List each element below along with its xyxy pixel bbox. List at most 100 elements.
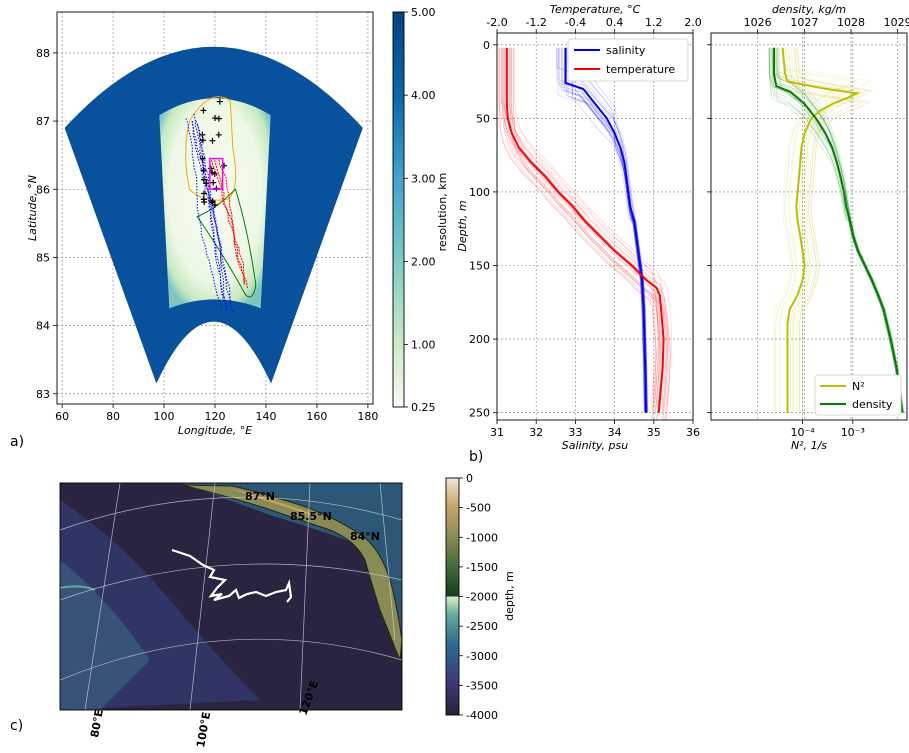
station-cross [209, 198, 216, 205]
n2-ensemble-line [796, 47, 872, 413]
orange-contour [185, 96, 237, 201]
temperature-ensemble-line [501, 47, 659, 410]
n2-ensemble-line [775, 47, 851, 413]
x-tick-label: 80 [106, 410, 120, 423]
panel-c-colorbar-label: depth, m [503, 571, 516, 621]
panel-a-colorbar [393, 12, 404, 407]
temperature-ensemble-line [509, 47, 667, 420]
x-tick-label: 100 [154, 410, 175, 423]
blue-track [195, 120, 234, 313]
panel-a-resolution-map: 60 80 100 120 140 160 180 83 84 85 86 87 88 Longitud… [10, 6, 449, 450]
station-cross [200, 167, 207, 174]
colorbar-tick-label: 2.00 [411, 255, 436, 268]
n2-ensemble-line [781, 47, 857, 413]
n2-ensemble-line [796, 47, 873, 413]
salinity-ensemble-line [557, 47, 645, 413]
depth-tick-label: 100 [469, 186, 490, 199]
y-tick-label: 88 [36, 47, 50, 60]
panel-c-bathymetry-map: 87°N 85.5°N 84°N 80°E 100°E 120°E 0-500-… [10, 472, 516, 749]
drift-trajectory [171, 548, 293, 603]
y-tick-label: 86 [36, 183, 50, 196]
density-ensemble-line [776, 47, 904, 413]
salinity-tick-label: 34 [608, 426, 622, 439]
temperature-ensemble-line [511, 47, 669, 420]
station-cross [216, 98, 223, 105]
temperature-line [505, 47, 665, 413]
panel-a-letter: a) [10, 434, 24, 450]
n2-ensemble-line [797, 47, 873, 413]
depth-tick-label: 0 [483, 39, 490, 52]
n2-axis-label: N², 1/s [791, 439, 827, 452]
density-ensemble-line [777, 47, 904, 413]
salinity-tick-label: 32 [529, 426, 543, 439]
salinity-tick-label: 35 [647, 426, 661, 439]
legend-n2: N² [852, 380, 865, 393]
density-line [773, 47, 904, 413]
density-tick-label: 1027 [790, 16, 818, 29]
temperature-ensemble-line [510, 47, 668, 420]
n2-line [781, 47, 861, 413]
lat-label-85-5: 85.5°N [290, 510, 332, 523]
x-tick-label: 140 [255, 410, 276, 423]
temperature-ensemble-line [502, 47, 660, 420]
n2-ensemble-line [770, 47, 846, 413]
depth-tick-label: 250 [469, 407, 490, 420]
lat-label-87: 87°N [245, 490, 275, 503]
y-tick-label: 85 [36, 251, 50, 264]
lon-label-100: 100°E [194, 711, 213, 749]
n2-ensemble-line [788, 47, 864, 413]
n2-ensemble-line [788, 47, 864, 413]
graticule [60, 483, 402, 710]
legend-density: density [852, 398, 893, 411]
depth-colorbar-tick-label: -1500 [466, 561, 498, 574]
depth-tick-label: 50 [476, 112, 490, 125]
station-cross [209, 199, 216, 206]
panel-c-letter: c) [10, 718, 23, 734]
salinity-ensemble-line [559, 47, 646, 413]
x-tick-label: 120 [205, 410, 226, 423]
temperature-ensemble-line [499, 47, 657, 420]
station-cross [203, 180, 210, 187]
depth-tick-label: 150 [469, 259, 490, 272]
temperature-tick-label: 2.0 [684, 16, 702, 29]
x-tick-label: 60 [55, 410, 69, 423]
n2-ensemble-line [794, 47, 870, 413]
temperature-ensemble-line [510, 47, 669, 411]
panel-b1-legend: salinity temperature [567, 38, 689, 82]
y-tick-label: 83 [36, 388, 50, 401]
panel-b1-frame [496, 32, 694, 421]
salinity-tick-label: 36 [686, 426, 700, 439]
salinity-ensemble-line [557, 47, 645, 413]
n2-ensemble-line [773, 47, 850, 413]
panel-b2-ticks: 10⁻⁴ 10⁻³ 1026 1027 1028 1029 [707, 16, 909, 439]
panel-b-letter: b) [469, 449, 483, 465]
depth-tick-label: 200 [469, 333, 490, 346]
density-ensemble-line [769, 47, 902, 413]
green-contour [196, 188, 257, 298]
temperature-tick-label: -2.0 [486, 16, 507, 29]
station-cross [199, 131, 206, 138]
lomonosov-ridge [181, 484, 402, 661]
density-ensemble-line [768, 47, 902, 413]
temperature-tick-label: -1.2 [525, 16, 546, 29]
panel-b2-legend: N² density [814, 374, 902, 416]
salinity-ensemble-line [556, 47, 645, 413]
n2-ensemble-line [792, 47, 868, 413]
station-cross [200, 176, 207, 183]
panel-b2-frame [710, 32, 908, 421]
depth-axis-label: Depth, m [456, 200, 469, 251]
station-cross [210, 179, 217, 186]
panel-b2-grid [711, 33, 907, 420]
depth-colorbar-tick-label: -4000 [466, 709, 498, 722]
salinity-tick-label: 33 [568, 426, 582, 439]
n2-tick-label: 10⁻⁴ [790, 426, 815, 439]
colorbar-tick-label: 0.25 [411, 401, 436, 414]
density-ensemble-line [778, 47, 904, 413]
n2-ensemble-line [794, 47, 870, 413]
y-tick-label: 87 [36, 115, 50, 128]
lon-label-80: 80°E [88, 708, 106, 738]
density-ensemble-line [769, 47, 902, 413]
density-ensemble-line [768, 47, 902, 413]
density-ensemble-line [775, 47, 904, 413]
